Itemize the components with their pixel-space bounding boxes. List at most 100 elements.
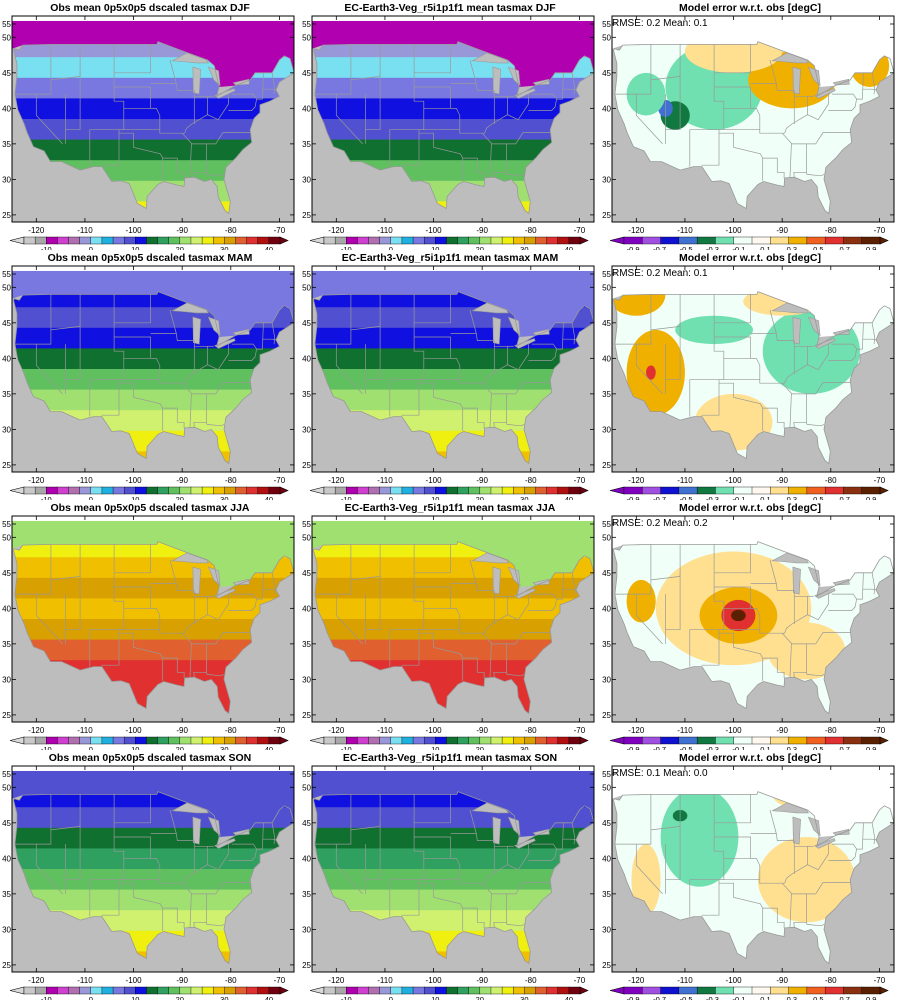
y-tick-label: 40: [2, 354, 11, 363]
colorbar-swatch: [861, 236, 881, 245]
y-tick-label: 50: [602, 33, 611, 42]
state-border: [571, 322, 575, 345]
state-border: [571, 572, 575, 595]
x-tick-label: -100: [426, 726, 443, 735]
colorbar-swatch: [412, 236, 425, 245]
colorbar-label: 20: [176, 745, 184, 750]
state-border: [828, 91, 832, 95]
map-frame: [311, 515, 595, 723]
colorbar-label: 0.1: [760, 245, 770, 250]
state-border: [506, 422, 525, 427]
colorbar: [9, 486, 289, 495]
x-tick-label: -100: [726, 976, 743, 985]
colorbar-swatch: [468, 986, 481, 995]
colorbar-swatch: [379, 486, 392, 495]
state-border: [162, 907, 185, 928]
state-border: [531, 843, 557, 850]
y-tick-label: 45: [302, 819, 311, 828]
y-tick-label: 35: [602, 640, 611, 649]
colorbar-swatch: [390, 236, 403, 245]
colorbar-swatch: [678, 486, 698, 495]
x-tick-label: -80: [825, 226, 837, 235]
colorbar-swatch: [368, 986, 381, 995]
state-border: [14, 44, 52, 95]
state-border: [531, 93, 557, 100]
map-panel-obs-mam: -120 -110 -100 -90 -80 -70 25 30 35 40 45 50 55 -10 0 1…: [0, 250, 300, 500]
panel-title: EC-Earth3-Veg_r5i1p1f1 mean tasmax SON: [342, 752, 558, 764]
state-border: [14, 544, 52, 595]
state-border: [89, 44, 125, 167]
state-border: [571, 822, 575, 845]
state-border: [481, 632, 551, 645]
great-lake: [532, 828, 550, 836]
colorbar-swatch: [224, 236, 236, 245]
colorbar-label: 10: [431, 495, 439, 500]
map-panel-obs-jja: -120 -110 -100 -90 -80 -70 25 30 35 40 45 50 55 -10 0 1…: [0, 500, 300, 750]
colorbar-swatch: [201, 486, 214, 495]
colorbar-swatch: [390, 486, 403, 495]
state-border: [481, 882, 551, 895]
colorbar-swatch: [513, 736, 525, 745]
state-border: [793, 893, 807, 928]
state-border: [484, 844, 529, 884]
state-border: [759, 379, 785, 384]
y-tick-label: 55: [602, 20, 611, 29]
great-lake: [832, 578, 850, 586]
colorbar-swatch: [112, 736, 125, 745]
state-border: [759, 879, 785, 884]
colorbar-max-arrow: [879, 486, 889, 495]
great-lake: [814, 338, 836, 349]
colorbar-label: -0.1: [732, 495, 745, 500]
colorbar-swatch: [824, 736, 844, 745]
great-lake: [214, 88, 236, 99]
state-border: [271, 322, 275, 345]
map-canvas: -120 -110 -100 -90 -80 -70 25 30 35 40 45 50 55 -0.9 -…: [602, 15, 895, 250]
state-border: [831, 593, 857, 600]
colorbar-swatch: [357, 986, 370, 995]
state-border: [335, 594, 363, 645]
state-border: [831, 343, 857, 350]
state-border: [114, 794, 151, 824]
colorbar-label: -0.7: [653, 995, 666, 1000]
y-tick-label: 25: [302, 211, 311, 220]
colorbar-label: 0.5: [813, 745, 823, 750]
colorbar-swatch: [770, 986, 790, 995]
temperature-band: [313, 327, 594, 349]
y-tick-label: 55: [302, 770, 311, 779]
colorbar-swatch: [715, 736, 735, 745]
colorbar-swatch: [546, 486, 559, 495]
colorbar-swatch: [423, 236, 436, 245]
state-border: [714, 544, 751, 574]
y-tick-label: 35: [2, 140, 11, 149]
mexico-region: [312, 411, 448, 472]
colorbar-label: 40: [265, 995, 273, 1000]
colorbar-swatch: [190, 736, 203, 745]
state-border: [159, 879, 185, 884]
x-tick-label: -90: [476, 226, 488, 235]
colorbar-label: 0: [389, 995, 393, 1000]
state-border: [650, 544, 681, 581]
state-border: [806, 672, 825, 677]
state-border: [462, 407, 485, 428]
colorbar-swatch: [146, 486, 159, 495]
colorbar-max-arrow: [879, 236, 889, 245]
state-border: [650, 294, 681, 331]
y-tick-label: 50: [302, 33, 311, 42]
panel-title: Obs mean 0p5x0p5 dscaled tasmax MAM: [47, 252, 253, 264]
y-tick-label: 50: [2, 33, 11, 42]
colorbar-swatch: [246, 236, 259, 245]
colorbar-label: 40: [565, 245, 573, 250]
state-border: [506, 922, 525, 927]
colorbar-swatch: [379, 736, 392, 745]
colorbar-label: -10: [341, 495, 352, 500]
state-border: [871, 322, 875, 345]
state-border: [828, 822, 864, 861]
colorbar-swatch: [546, 736, 559, 745]
temperature-band: [13, 639, 294, 661]
y-tick-label: 25: [302, 461, 311, 470]
y-tick-label: 30: [302, 925, 311, 934]
colorbar-min-arrow: [309, 986, 325, 995]
state-border: [828, 72, 864, 111]
panel-title: Obs mean 0p5x0p5 dscaled tasmax SON: [48, 752, 252, 764]
colorbar-swatch: [568, 736, 581, 745]
